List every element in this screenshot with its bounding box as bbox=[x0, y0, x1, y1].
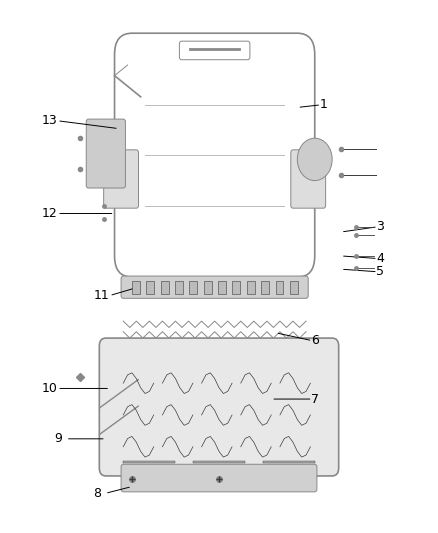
Bar bbox=[262, 461, 315, 463]
Text: 7: 7 bbox=[311, 393, 319, 406]
Circle shape bbox=[297, 138, 332, 181]
Text: 10: 10 bbox=[41, 382, 57, 395]
Bar bbox=[218, 281, 226, 294]
Bar bbox=[146, 281, 154, 294]
Text: 12: 12 bbox=[41, 207, 57, 220]
Bar bbox=[132, 281, 140, 294]
Bar bbox=[189, 281, 197, 294]
Bar bbox=[233, 281, 240, 294]
Text: 4: 4 bbox=[376, 252, 384, 265]
Text: 9: 9 bbox=[54, 432, 62, 446]
Bar bbox=[247, 281, 254, 294]
FancyBboxPatch shape bbox=[104, 150, 138, 208]
Text: 6: 6 bbox=[311, 334, 319, 347]
Bar bbox=[290, 281, 298, 294]
Bar bbox=[123, 461, 176, 463]
Bar bbox=[161, 281, 169, 294]
FancyBboxPatch shape bbox=[99, 338, 339, 476]
Bar bbox=[204, 281, 212, 294]
FancyBboxPatch shape bbox=[121, 464, 317, 492]
Text: 1: 1 bbox=[319, 98, 327, 111]
Bar bbox=[193, 461, 245, 463]
Text: 5: 5 bbox=[376, 265, 384, 278]
Bar bbox=[261, 281, 269, 294]
Text: 11: 11 bbox=[94, 289, 110, 302]
FancyBboxPatch shape bbox=[121, 276, 308, 298]
Text: 3: 3 bbox=[376, 220, 384, 233]
Text: 8: 8 bbox=[93, 487, 101, 500]
FancyBboxPatch shape bbox=[291, 150, 325, 208]
Bar bbox=[175, 281, 183, 294]
Bar bbox=[276, 281, 283, 294]
Text: 13: 13 bbox=[41, 114, 57, 127]
FancyBboxPatch shape bbox=[86, 119, 125, 188]
